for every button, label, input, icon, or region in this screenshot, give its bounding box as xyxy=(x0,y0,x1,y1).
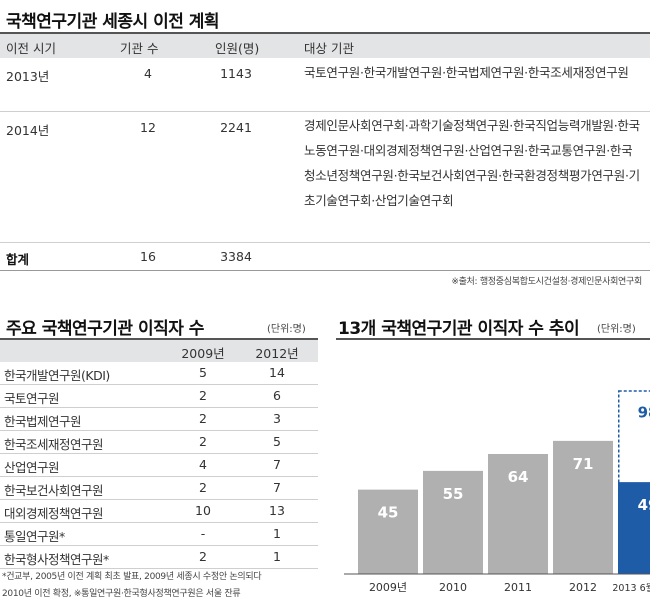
category-label: 2011 xyxy=(504,581,532,594)
total-count: 16 xyxy=(140,249,156,264)
value-2012: 7 xyxy=(273,480,281,495)
turnover-table-rule xyxy=(0,338,318,340)
institution-name: 통일연구원* xyxy=(4,529,65,544)
projected-value-label: 98 xyxy=(638,403,650,421)
footnote-line-2: 2010년 이전 확정, ※통일연구원·한국형사정책연구원은 서울 잔류 xyxy=(2,589,241,599)
value-2009: 2 xyxy=(199,434,207,449)
source-note: ※출처: 행정중심복합도시건설청·경제인문사회연구회 xyxy=(451,277,642,287)
table-row: 한국개발연구원(KDI) 5 14 xyxy=(0,362,318,385)
value-2012: 7 xyxy=(273,457,281,472)
footnote-line-1: *건교부, 2005년 이전 계획 최초 발표, 2009년 세종시 수정안 논… xyxy=(2,572,262,582)
bar xyxy=(618,482,650,574)
table-row: 한국보건사회연구원 2 7 xyxy=(0,477,318,500)
institution-name: 한국개발연구원(KDI) xyxy=(4,368,110,383)
institution-name: 한국법제연구원 xyxy=(4,414,82,429)
table-row: 한국법제연구원 2 3 xyxy=(0,408,318,431)
institution-name: 한국보건사회연구원 xyxy=(4,483,104,498)
category-label: 2009년 xyxy=(369,581,407,594)
bar xyxy=(488,454,548,574)
header-institutions: 대상 기관 xyxy=(304,41,354,56)
top-table-rule xyxy=(0,32,650,34)
bar-value-label: 55 xyxy=(443,485,464,503)
bar xyxy=(553,440,613,574)
category-label: 2013 6월 말까지 xyxy=(612,582,650,594)
top-table-title: 국책연구기관 세종시 이전 계획 xyxy=(6,12,220,32)
row-2014-count: 12 xyxy=(140,120,156,135)
bar-value-label: 45 xyxy=(378,504,399,522)
chart-title-rule xyxy=(336,338,650,340)
value-2012: 6 xyxy=(273,388,281,403)
row-divider xyxy=(0,111,650,112)
turnover-table-header xyxy=(0,340,318,362)
value-2012: 13 xyxy=(269,503,285,518)
header-people: 인원(명) xyxy=(215,41,260,56)
turnover-table-title: 주요 국책연구기관 이직자 수 xyxy=(6,319,204,339)
row-2013-institutions: 국토연구원·한국개발연구원·한국법제연구원·한국조세재정연구원 xyxy=(304,65,629,80)
value-2012: 5 xyxy=(273,434,281,449)
turnover-table-unit: (단위:명) xyxy=(267,324,306,335)
row-2013-count: 4 xyxy=(144,66,152,81)
header-count: 기관 수 xyxy=(120,41,159,56)
institution-name: 국토연구원 xyxy=(4,391,60,406)
bar xyxy=(358,489,418,574)
row-divider xyxy=(0,242,650,243)
institution-name: 한국조세재정연구원 xyxy=(4,437,104,452)
bar xyxy=(423,470,483,574)
top-table-bottom-rule xyxy=(0,270,650,271)
value-2012: 3 xyxy=(273,411,281,426)
value-2009: 4 xyxy=(199,457,207,472)
institution-name: 대외경제정책연구원 xyxy=(4,506,104,521)
value-2012: 1 xyxy=(273,526,281,541)
total-people: 3384 xyxy=(220,249,252,264)
col-2009-header: 2009년 xyxy=(181,346,225,361)
value-2009: 2 xyxy=(199,549,207,564)
value-2009: 2 xyxy=(199,480,207,495)
row-2014-institutions: 경제인문사회연구회·과학기술정책연구원·한국직업능력개발원·한국노동연구원·대외… xyxy=(304,118,640,208)
table-row: 국토연구원 2 6 xyxy=(0,385,318,408)
bar-value-label: 49 xyxy=(638,496,650,514)
table-row: 통일연구원* - 1 xyxy=(0,523,318,546)
row-2013-year: 2013년 xyxy=(6,69,50,84)
institution-name: 한국형사정책연구원* xyxy=(4,552,109,567)
row-2014-people: 2241 xyxy=(220,120,252,135)
value-2009: 2 xyxy=(199,388,207,403)
value-2009: - xyxy=(200,526,206,541)
value-2012: 14 xyxy=(269,365,285,380)
top-table-header xyxy=(0,34,650,58)
value-2012: 1 xyxy=(273,549,281,564)
institution-name: 산업연구원 xyxy=(4,460,60,475)
col-2012-header: 2012년 xyxy=(255,346,299,361)
row-2013-people: 1143 xyxy=(220,66,252,81)
total-label: 합계 xyxy=(6,252,30,267)
chart-unit: (단위:명) xyxy=(597,324,636,335)
table-row: 한국형사정책연구원* 2 1 xyxy=(0,546,318,569)
bar-chart: 45 2009년 55 2010 64 2011 71 2012 98 49 2013 6월 말까지 xyxy=(344,390,650,594)
table-row: 한국조세재정연구원 2 5 xyxy=(0,431,318,454)
chart-title: 13개 국책연구기관 이직자 수 추이 xyxy=(338,319,580,339)
header-year: 이전 시기 xyxy=(6,41,56,56)
table-row: 산업연구원 4 7 xyxy=(0,454,318,477)
value-2009: 5 xyxy=(199,365,207,380)
bar-value-label: 64 xyxy=(508,468,529,486)
bar-value-label: 71 xyxy=(573,455,594,473)
table-row: 대외경제정책연구원 10 13 xyxy=(0,500,318,523)
value-2009: 10 xyxy=(195,503,211,518)
category-label: 2012 xyxy=(569,581,597,594)
value-2009: 2 xyxy=(199,411,207,426)
category-label: 2010 xyxy=(439,581,467,594)
row-2014-year: 2014년 xyxy=(6,123,50,138)
